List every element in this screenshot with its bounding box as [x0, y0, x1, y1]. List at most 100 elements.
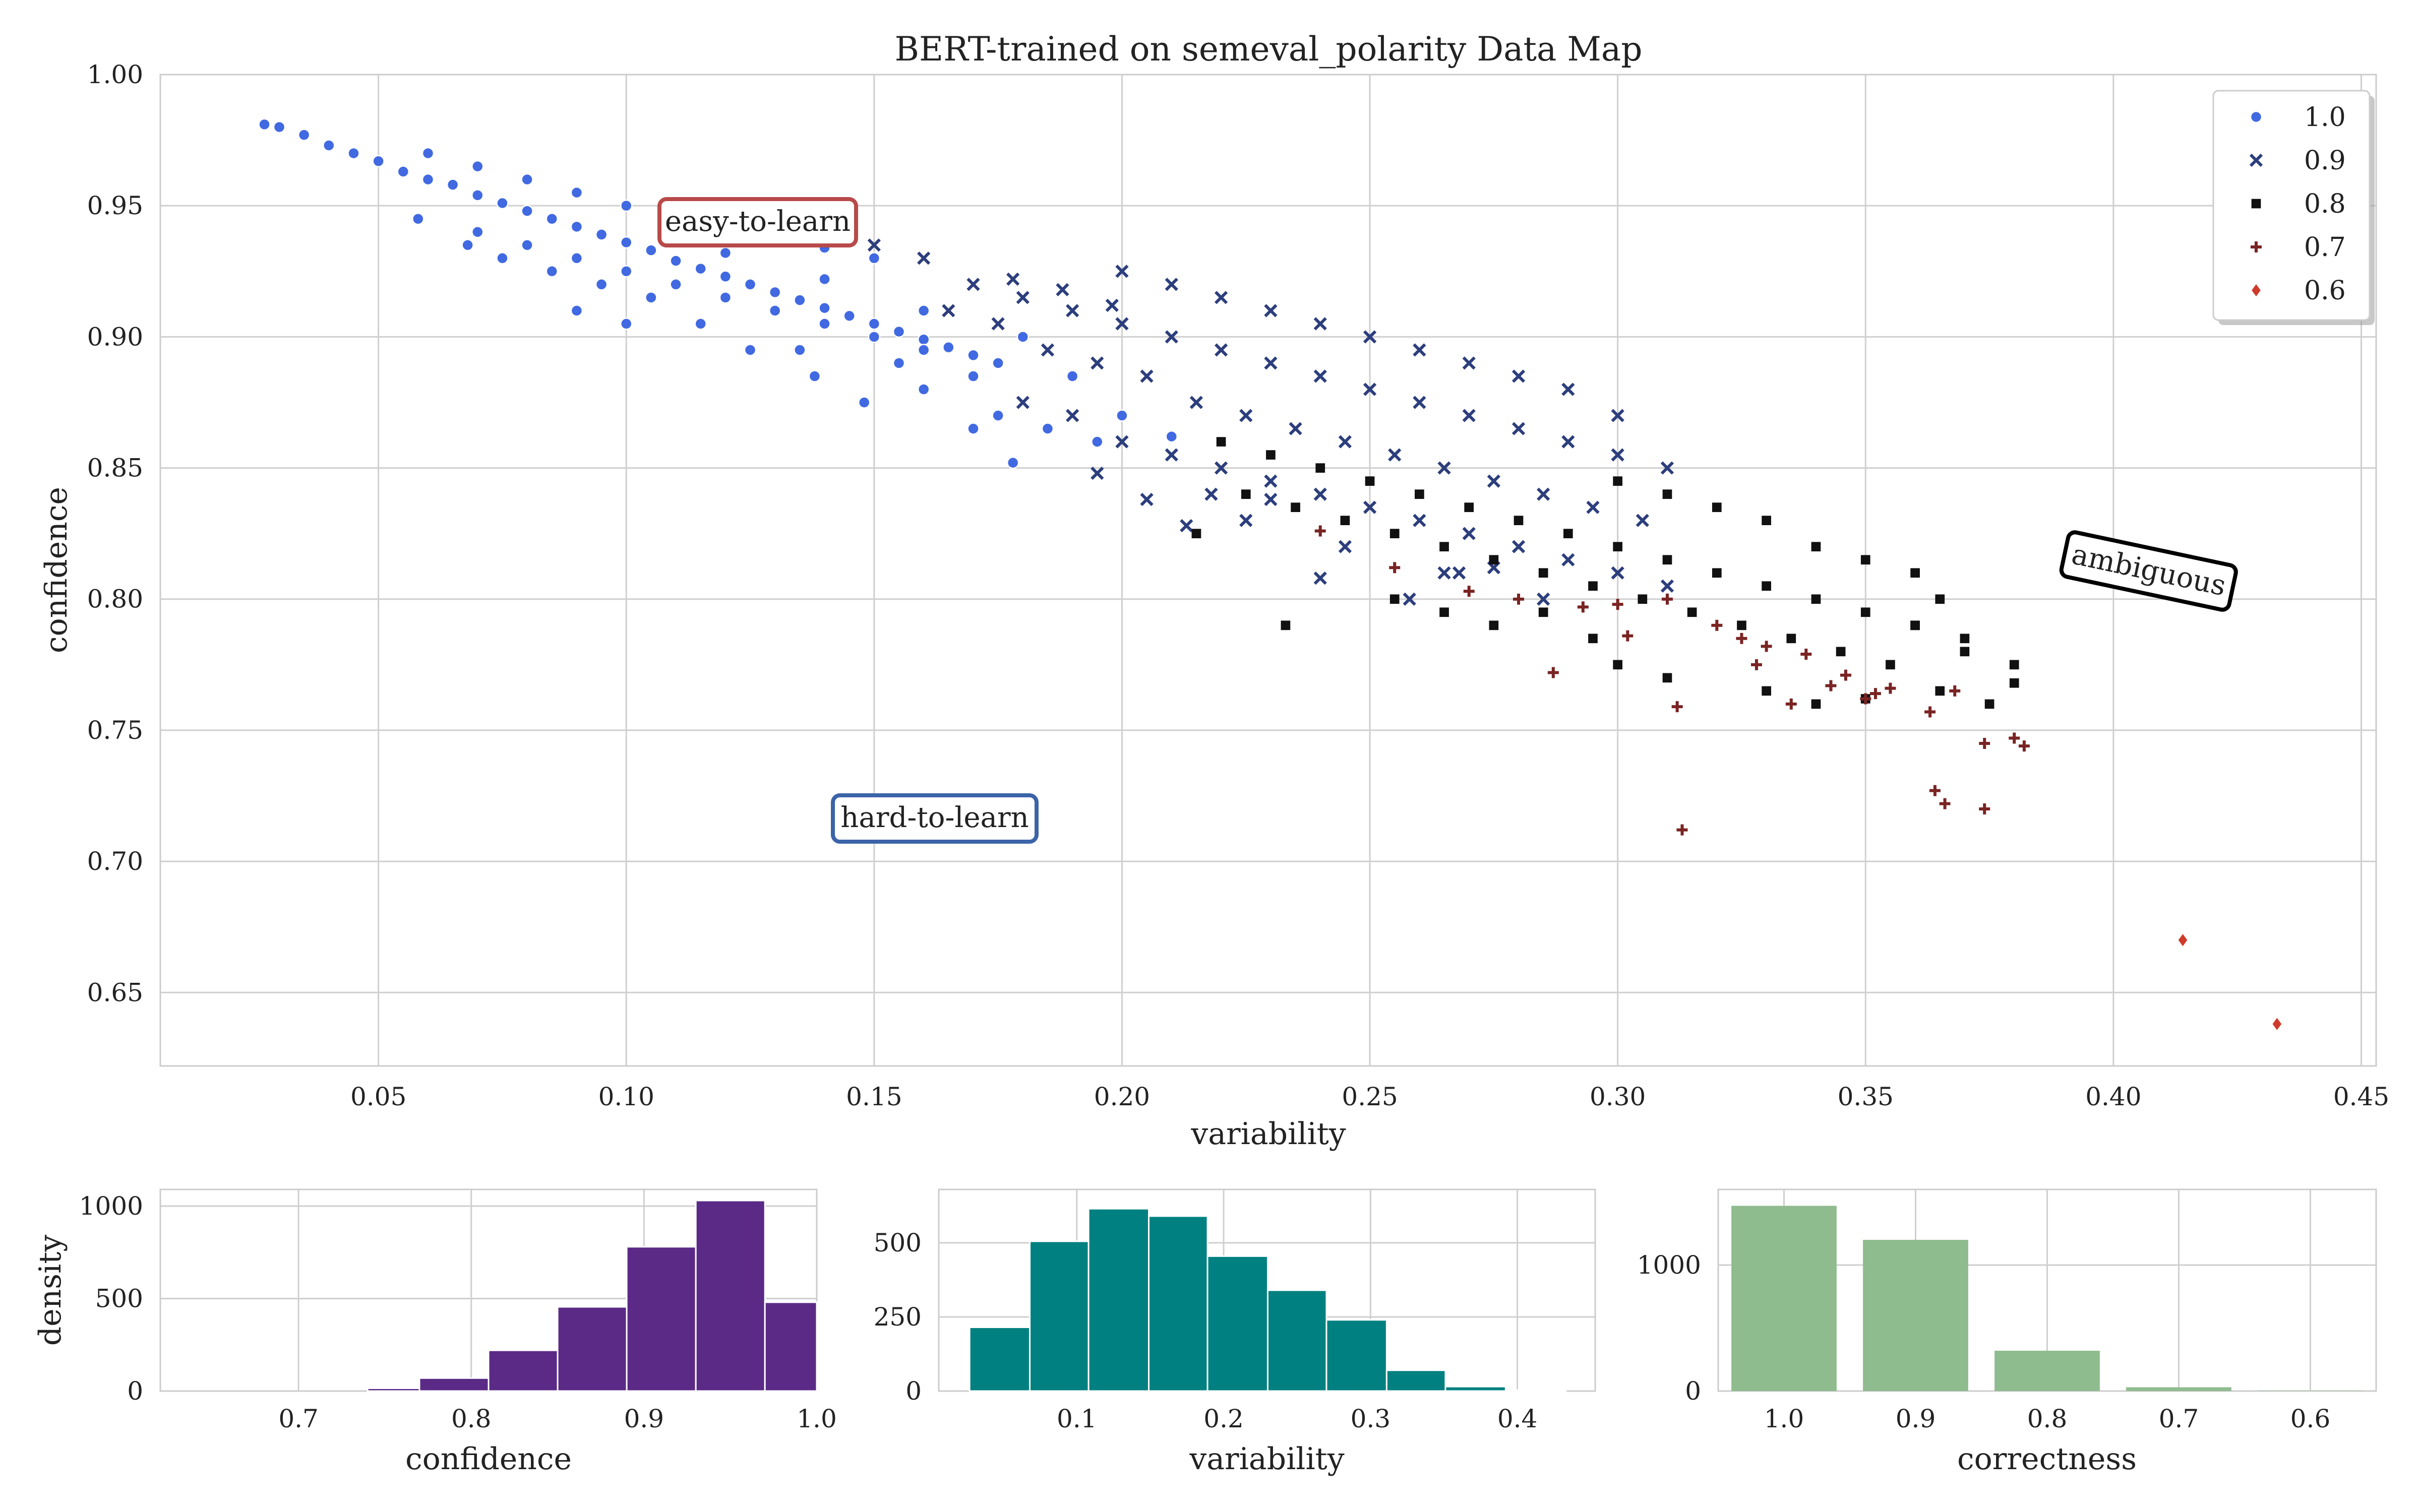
scatter-point-x — [1140, 492, 1154, 507]
scatter-point-x — [1091, 356, 1104, 370]
y-tick-label: 0.80 — [87, 585, 143, 614]
correctness-bar — [2258, 1391, 2363, 1392]
scatter-point-square — [1762, 581, 1771, 591]
y-tick-label: 250 — [874, 1302, 922, 1332]
legend-marker-diamond — [2252, 284, 2261, 297]
scatter-point-square — [1613, 476, 1623, 486]
scatter-point-plus — [1924, 706, 1936, 718]
scatter-point-circle — [794, 344, 806, 356]
scatter-point-circle — [892, 357, 905, 369]
scatter-point-x — [1413, 396, 1426, 409]
y-tick-label: 0 — [1685, 1376, 1701, 1406]
scatter-point-x — [1313, 369, 1327, 383]
scatter-point-circle — [521, 238, 533, 251]
scatter-point-square — [1389, 594, 1400, 604]
scatter-point-square — [1291, 502, 1300, 512]
scatter-point-x — [1264, 474, 1278, 488]
main-plot-frame — [159, 74, 2377, 1067]
scatter-point-x — [1016, 291, 1030, 304]
scatter-point-circle — [967, 370, 980, 383]
scatter-point-plus — [1547, 667, 1559, 678]
scatter-point-plus — [1949, 685, 1961, 697]
scatter-point-square — [1712, 502, 1722, 512]
scatter-point-plus — [1750, 659, 1762, 670]
scatter-point-x — [1487, 474, 1500, 488]
legend-marker-plus — [2251, 241, 2262, 253]
x-tick-label: 0.40 — [2085, 1082, 2141, 1111]
scatter-point-square — [1984, 699, 1994, 709]
scatter-point-x — [1586, 500, 1600, 514]
scatter-point-plus — [1800, 649, 1812, 660]
confidence-histogram-x-label: confidence — [405, 1441, 572, 1477]
scatter-point-square — [1613, 542, 1623, 552]
y-tick-label: 0.65 — [87, 978, 143, 1007]
x-tick-label: 0.35 — [1838, 1082, 1894, 1111]
scatter-point-circle — [818, 318, 831, 330]
scatter-point-x — [966, 278, 980, 291]
scatter-point-x — [1660, 579, 1674, 593]
scatter-point-x — [1452, 566, 1466, 580]
scatter-point-square — [1960, 647, 1970, 657]
scatter-point-circle — [620, 318, 633, 330]
scatter-point-circle — [719, 270, 732, 283]
scatter-point-x — [1660, 461, 1674, 475]
histogram-bar — [367, 1387, 420, 1392]
scatter-point-circle — [670, 278, 682, 291]
scatter-point-circle — [967, 349, 980, 362]
scatter-point-square — [1811, 699, 1821, 709]
scatter-point-x — [1041, 343, 1055, 357]
scatter-point-circle — [670, 255, 682, 267]
histogram-bar — [1029, 1240, 1090, 1392]
y-tick-label: 0.70 — [87, 847, 143, 876]
scatter-point-square — [1886, 660, 1895, 670]
scatter-point-circle — [1165, 430, 1178, 443]
scatter-point-square — [1811, 542, 1821, 552]
scatter-point-square — [1489, 555, 1499, 565]
correctness-bar — [1731, 1206, 1837, 1391]
scatter-point-square — [1910, 620, 1920, 631]
scatter-point-x — [991, 317, 1005, 331]
scatter-point-circle — [719, 291, 732, 304]
scatter-point-circle — [620, 236, 633, 249]
scatter-point-square — [1638, 594, 1648, 604]
scatter-point-plus — [1711, 619, 1723, 631]
scatter-point-square — [1464, 502, 1474, 512]
histogram-bar — [969, 1327, 1031, 1392]
scatter-point-plus — [1661, 593, 1673, 605]
x-tick-label: 0.10 — [598, 1082, 654, 1111]
scatter-point-circle — [496, 197, 509, 210]
scatter-point-circle — [546, 265, 558, 278]
x-tick-label: 0.15 — [846, 1082, 902, 1111]
histogram-bar — [1087, 1208, 1150, 1392]
histogram-bar — [1266, 1289, 1327, 1392]
scatter-point-x — [1363, 383, 1377, 396]
scatter-point-circle — [372, 155, 385, 167]
variability-histogram-x-label: variability — [1189, 1441, 1344, 1477]
scatter-point-x — [1388, 448, 1402, 462]
scatter-point-circle — [421, 173, 435, 186]
scatter-point-plus — [1577, 601, 1589, 613]
scatter-point-x — [1313, 487, 1327, 501]
variability-histogram-y-ticks: 0 250 500 — [874, 1228, 922, 1406]
scatter-point-plus — [1463, 586, 1475, 597]
scatter-point-x — [1561, 383, 1575, 396]
scatter-point-plus — [1840, 669, 1851, 681]
scatter-point-x — [1313, 571, 1327, 585]
scatter-point-plus — [1671, 701, 1683, 713]
scatter-point-square — [1613, 660, 1623, 670]
scatter-point-circle — [1091, 435, 1104, 448]
scatter-point-x — [1214, 343, 1228, 357]
scatter-point-circle — [421, 147, 435, 160]
scatter-point-square — [1538, 568, 1548, 578]
scatter-point-x — [1115, 265, 1129, 278]
scatter-point-x — [1338, 540, 1352, 553]
histogram-bar — [557, 1306, 628, 1392]
scatter-point-circle — [719, 246, 732, 260]
scatter-point-square — [1662, 489, 1672, 499]
correctness-x-ticks: 1.0 0.9 0.8 0.7 0.6 — [1764, 1404, 2331, 1433]
histogram-bar — [695, 1200, 766, 1392]
scatter-point-x — [1189, 396, 1203, 409]
scatter-point-circle — [818, 301, 831, 314]
scatter-point-plus — [1929, 785, 1941, 796]
